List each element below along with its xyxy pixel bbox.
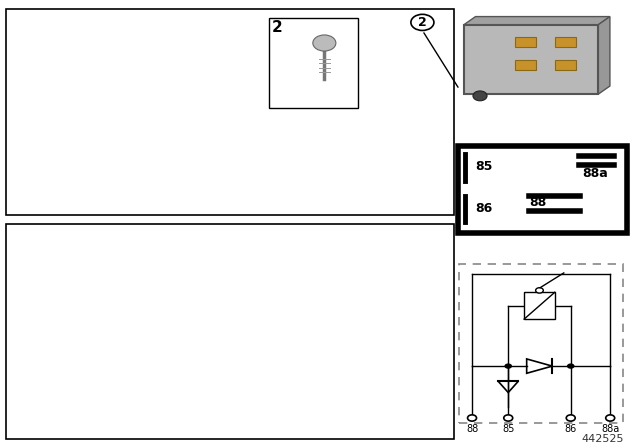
Text: BOSCH: BOSCH — [484, 33, 503, 38]
Bar — [556, 60, 576, 70]
Text: 88a: 88a — [582, 167, 608, 180]
Bar — [6, 9, 454, 215]
Circle shape — [605, 415, 614, 421]
Bar — [458, 146, 627, 233]
Text: 85: 85 — [502, 424, 515, 434]
Circle shape — [504, 363, 512, 369]
Text: 88a: 88a — [601, 424, 620, 434]
Circle shape — [567, 363, 575, 369]
Text: 2: 2 — [272, 20, 283, 35]
Text: 85: 85 — [476, 160, 493, 173]
Bar — [6, 224, 454, 439]
Bar — [269, 18, 358, 108]
Bar — [515, 60, 536, 70]
Text: 88: 88 — [529, 196, 546, 209]
Text: 86: 86 — [564, 424, 577, 434]
Bar — [524, 292, 555, 319]
Circle shape — [473, 91, 487, 101]
Bar — [556, 37, 576, 47]
Text: 442525: 442525 — [582, 435, 624, 444]
Text: 2: 2 — [418, 16, 427, 29]
Bar — [515, 37, 536, 47]
Bar — [459, 264, 623, 423]
Text: 88: 88 — [466, 424, 478, 434]
Circle shape — [566, 415, 575, 421]
Circle shape — [504, 415, 513, 421]
Polygon shape — [598, 17, 610, 94]
Text: 86: 86 — [476, 202, 493, 215]
Circle shape — [468, 415, 477, 421]
Polygon shape — [464, 17, 610, 25]
Circle shape — [536, 288, 543, 293]
Bar — [464, 25, 598, 94]
Text: 1: 1 — [506, 20, 517, 38]
Circle shape — [313, 35, 336, 51]
